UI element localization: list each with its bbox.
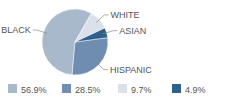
slice-label: HISPANIC [110,65,152,75]
legend-swatch [118,84,127,93]
legend-swatch [62,84,71,93]
leader-line [96,62,108,70]
legend-label: 4.9% [185,85,206,95]
legend-swatch [172,84,181,93]
legend-label: 28.5% [75,85,101,95]
pie-slice [72,38,108,75]
slice-label: BLACK [1,25,31,35]
pie-slice [75,28,108,42]
leader-line [103,31,118,34]
slice-labels: BLACK HISPANIC WHITE ASIAN [1,10,152,75]
leader-line [96,15,108,22]
legend: 56.9% 28.5% 9.7% 4.9% [8,84,206,95]
legend-label: 9.7% [131,85,152,95]
legend-swatch [8,84,17,93]
legend-label: 56.9% [21,85,47,95]
pie [42,9,108,75]
leader-line [33,30,47,33]
chart: BLACK HISPANIC WHITE ASIAN 56.9% 28.5% 9.7% 4.9… [0,0,240,100]
slice-label: ASIAN [119,26,146,36]
slice-label: WHITE [110,10,139,20]
